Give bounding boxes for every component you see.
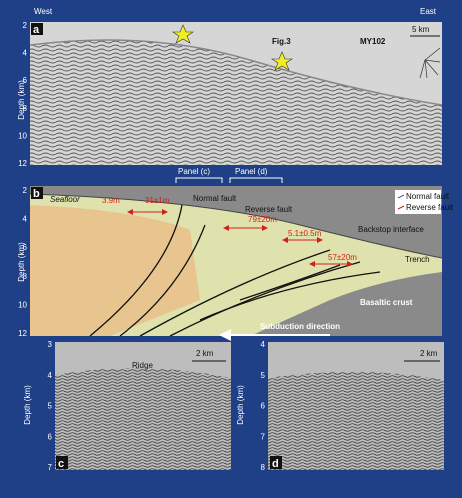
panel-label: b — [33, 188, 40, 200]
y-tick-label: 8 — [23, 272, 28, 281]
y-tick-label: 12 — [18, 329, 27, 338]
annotation: 5.1±0.5m — [288, 229, 322, 238]
annotation: 31±1m — [145, 196, 170, 205]
annotation: Normal fault — [193, 194, 237, 203]
panel-label: a — [33, 24, 40, 36]
panel-b: Panel (c) Panel (d) b Seafloor 3.9m 31±1… — [17, 167, 454, 336]
annotation: Subduction direction — [260, 322, 340, 331]
seafloor-label: Seafloor — [50, 195, 80, 204]
scale-label: 5 km — [412, 25, 430, 34]
ridge-label: Ridge — [132, 361, 153, 370]
y-tick-label: 8 — [261, 463, 266, 472]
y-tick-label: 4 — [23, 215, 28, 224]
east-label: East — [420, 7, 437, 16]
y-tick-label: 6 — [23, 243, 28, 252]
y-axis-label: Depth (km) — [23, 385, 32, 425]
profile-name: MY102 — [360, 37, 386, 46]
y-tick-label: 10 — [18, 300, 27, 309]
scale-label: 2 km — [420, 349, 438, 358]
y-axis-label: Depth (km) — [236, 385, 245, 425]
panel-label: c — [58, 458, 64, 470]
y-tick-label: 4 — [23, 49, 28, 58]
panel-bracket — [176, 178, 282, 183]
figure: a West East Fig.3 MY102 5 km Depth (km) … — [0, 0, 462, 498]
annotation: Basaltic crust — [360, 298, 413, 307]
seismic-reflections — [268, 372, 444, 470]
seismic-reflections — [55, 368, 231, 470]
annotation: Reverse fault — [245, 205, 293, 214]
figure-reference: Fig.3 — [272, 37, 291, 46]
panel-d: 2 km d Depth (km) — [236, 342, 444, 470]
panel-a: a West East Fig.3 MY102 5 km Depth (km) — [17, 7, 442, 165]
annotation: 57±20m — [328, 253, 357, 262]
y-tick-label: 12 — [18, 159, 27, 168]
panel-label: d — [272, 458, 279, 470]
y-tick-label: 7 — [261, 432, 266, 441]
annotation: Backstop interface — [358, 225, 424, 234]
y-tick-label: 4 — [261, 340, 266, 349]
y-tick-label: 6 — [48, 432, 53, 441]
annotation: 79±20m — [248, 215, 277, 224]
y-tick-label: 6 — [261, 402, 266, 411]
y-tick-label: 4 — [48, 371, 53, 380]
y-axis-label: Depth (km) — [17, 80, 26, 120]
panel-c-reference: Panel (c) — [178, 167, 210, 176]
scale-label: 2 km — [196, 349, 214, 358]
annotation: 3.9m — [102, 196, 120, 205]
panel-d-reference: Panel (d) — [235, 167, 268, 176]
legend-entry: Normal fault — [406, 192, 450, 201]
y-tick-label: 5 — [48, 402, 53, 411]
y-tick-label: 6 — [23, 76, 28, 85]
y-tick-label: 8 — [23, 104, 28, 113]
panel-c: Ridge 2 km c Depth (km) — [23, 342, 231, 470]
y-tick-label: 10 — [18, 131, 27, 140]
legend-entry: Reverse fault — [406, 203, 454, 212]
west-label: West — [34, 7, 53, 16]
y-tick-label: 7 — [48, 463, 53, 472]
y-tick-label: 2 — [23, 21, 28, 30]
y-tick-label: 2 — [23, 186, 28, 195]
annotation: Trench — [405, 255, 430, 264]
y-tick-label: 3 — [48, 340, 53, 349]
y-tick-label: 5 — [261, 371, 266, 380]
